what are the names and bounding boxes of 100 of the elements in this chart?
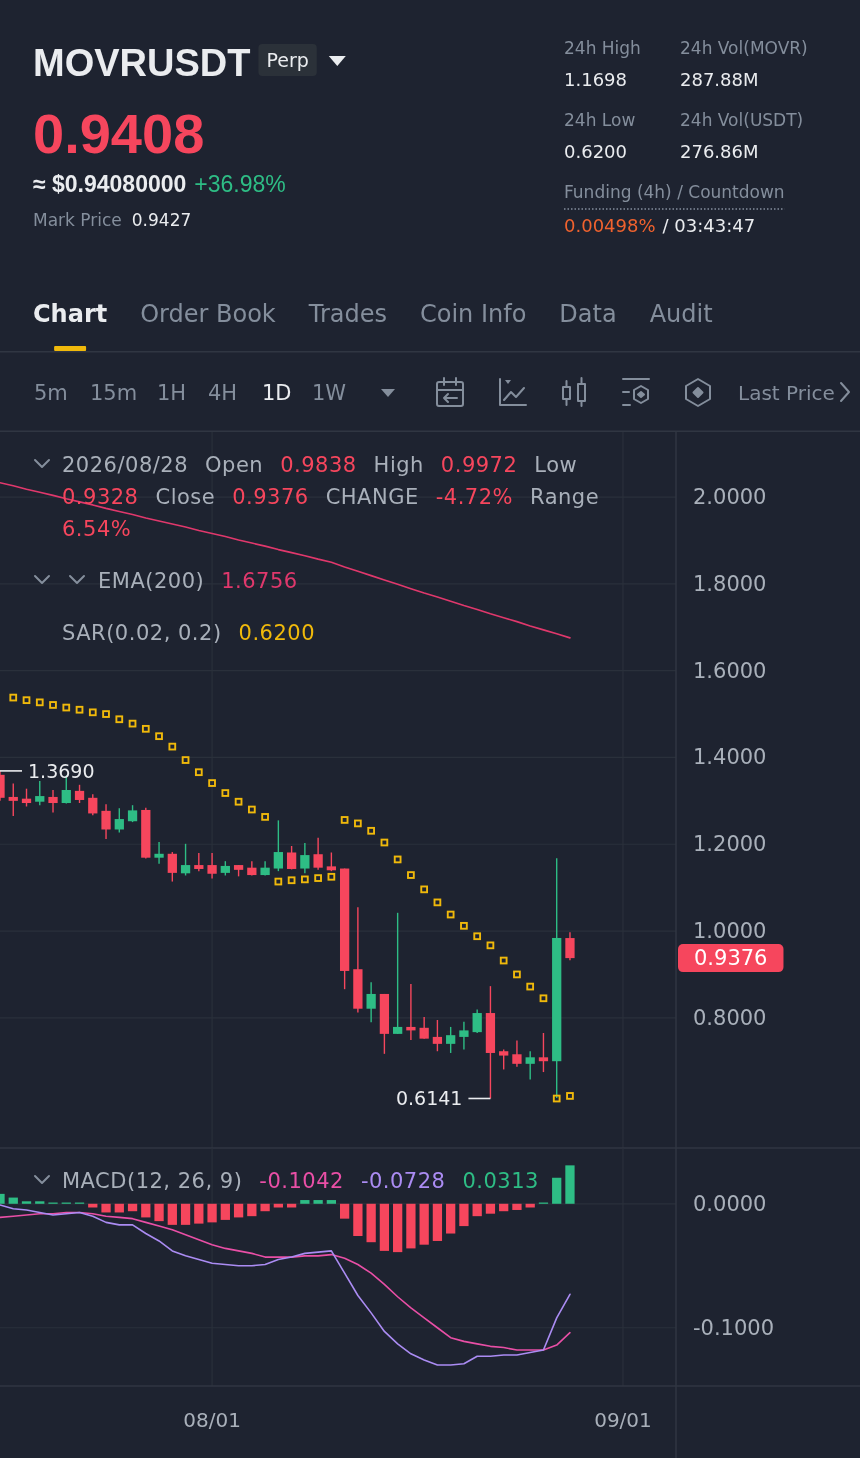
annotation: High — [373, 453, 424, 477]
text: +36.98% — [194, 171, 286, 197]
bar — [499, 1203, 509, 1212]
candlestick — [207, 852, 217, 880]
text: 24h High — [564, 38, 641, 58]
point — [526, 982, 535, 991]
point — [354, 819, 362, 828]
x-tick-label: 08/01 — [183, 1408, 241, 1432]
point — [314, 874, 322, 882]
bar — [35, 1201, 45, 1204]
y-tick-label: 0.8000 — [693, 1005, 767, 1030]
bar — [472, 1203, 482, 1217]
point — [168, 742, 177, 751]
point — [128, 719, 137, 728]
point — [22, 696, 31, 705]
text: 4H — [208, 381, 238, 405]
candlestick — [459, 1021, 469, 1051]
text: 1H — [157, 381, 187, 405]
candlestick — [538, 1032, 549, 1073]
point — [539, 994, 548, 1003]
point — [274, 877, 283, 886]
point — [499, 956, 508, 965]
y-tick-label: 1.4000 — [693, 745, 767, 770]
text: 287.88M — [680, 69, 759, 90]
text: SAR(0.02, 0.2) — [62, 621, 222, 645]
bar — [353, 1203, 363, 1237]
point — [75, 705, 84, 714]
bar — [406, 1203, 416, 1249]
point — [208, 779, 216, 787]
text: Last Price — [738, 381, 835, 405]
candlestick — [300, 842, 310, 875]
bar — [366, 1203, 376, 1243]
bar — [565, 1165, 575, 1204]
text: Trades — [307, 300, 387, 328]
bar — [194, 1203, 204, 1224]
annotation: Range — [530, 485, 600, 509]
text: 5m — [34, 381, 68, 405]
candlestick — [446, 1026, 456, 1054]
candlestick — [114, 807, 124, 834]
bar — [525, 1203, 535, 1208]
x-tick-label: 09/01 — [594, 1408, 652, 1432]
candlestick — [101, 803, 111, 840]
annotation: Low — [534, 453, 578, 477]
candlestick — [512, 1039, 522, 1068]
bar — [432, 1203, 443, 1241]
text: 24h Vol(MOVR) — [680, 38, 808, 58]
text: / 03:43:47 — [662, 215, 756, 236]
bar — [260, 1203, 270, 1212]
annotation: 1.6756 — [221, 569, 298, 593]
bar — [326, 1200, 337, 1204]
point — [62, 703, 71, 712]
bar — [207, 1203, 217, 1223]
candlestick — [35, 780, 45, 806]
y-tick-label: 1.2000 — [693, 832, 767, 857]
candlestick — [472, 1008, 482, 1034]
candlestick — [525, 1050, 535, 1081]
point — [181, 756, 190, 764]
candlestick — [74, 784, 85, 804]
text: Data — [559, 300, 617, 328]
point — [433, 898, 442, 907]
point — [407, 871, 415, 879]
text: 0.9376 — [694, 946, 768, 971]
candlestick — [273, 819, 283, 872]
text: 0.00498% — [564, 215, 656, 236]
text: Order Book — [140, 300, 276, 328]
text: 0.9408 — [33, 102, 205, 165]
bar — [180, 1203, 191, 1225]
text: 1W — [312, 381, 347, 405]
point — [393, 855, 402, 864]
point — [287, 876, 296, 885]
y-tick-label: 0.0000 — [693, 1191, 767, 1216]
text: 1D — [262, 381, 292, 405]
series-label: EMA(200) — [98, 569, 205, 593]
point — [35, 698, 44, 707]
text: MACD(12, 26, 9) — [62, 1169, 243, 1193]
point — [301, 875, 309, 884]
annotation: 0.9972 — [440, 453, 518, 477]
bar — [8, 1197, 18, 1204]
bar — [21, 1201, 32, 1204]
point — [340, 816, 349, 824]
candlestick — [167, 851, 177, 883]
annotation: 6.54% — [62, 517, 132, 541]
text: 1.1698 — [564, 69, 627, 90]
point — [380, 838, 389, 847]
bar — [446, 1203, 456, 1234]
point — [261, 813, 269, 821]
text: 0.9427 — [131, 210, 192, 230]
bar — [379, 1203, 390, 1251]
point — [155, 732, 163, 741]
point — [88, 708, 97, 717]
point — [446, 910, 455, 919]
annotation: -0.0728 — [360, 1169, 446, 1193]
bar — [419, 1203, 429, 1245]
annotation: Open — [205, 453, 264, 477]
candlestick — [180, 843, 191, 877]
candlestick — [419, 1016, 429, 1040]
bar — [313, 1200, 323, 1204]
text: 24h Low — [564, 110, 636, 130]
bar — [167, 1203, 177, 1225]
text: Funding (4h) / Countdown — [564, 182, 785, 202]
